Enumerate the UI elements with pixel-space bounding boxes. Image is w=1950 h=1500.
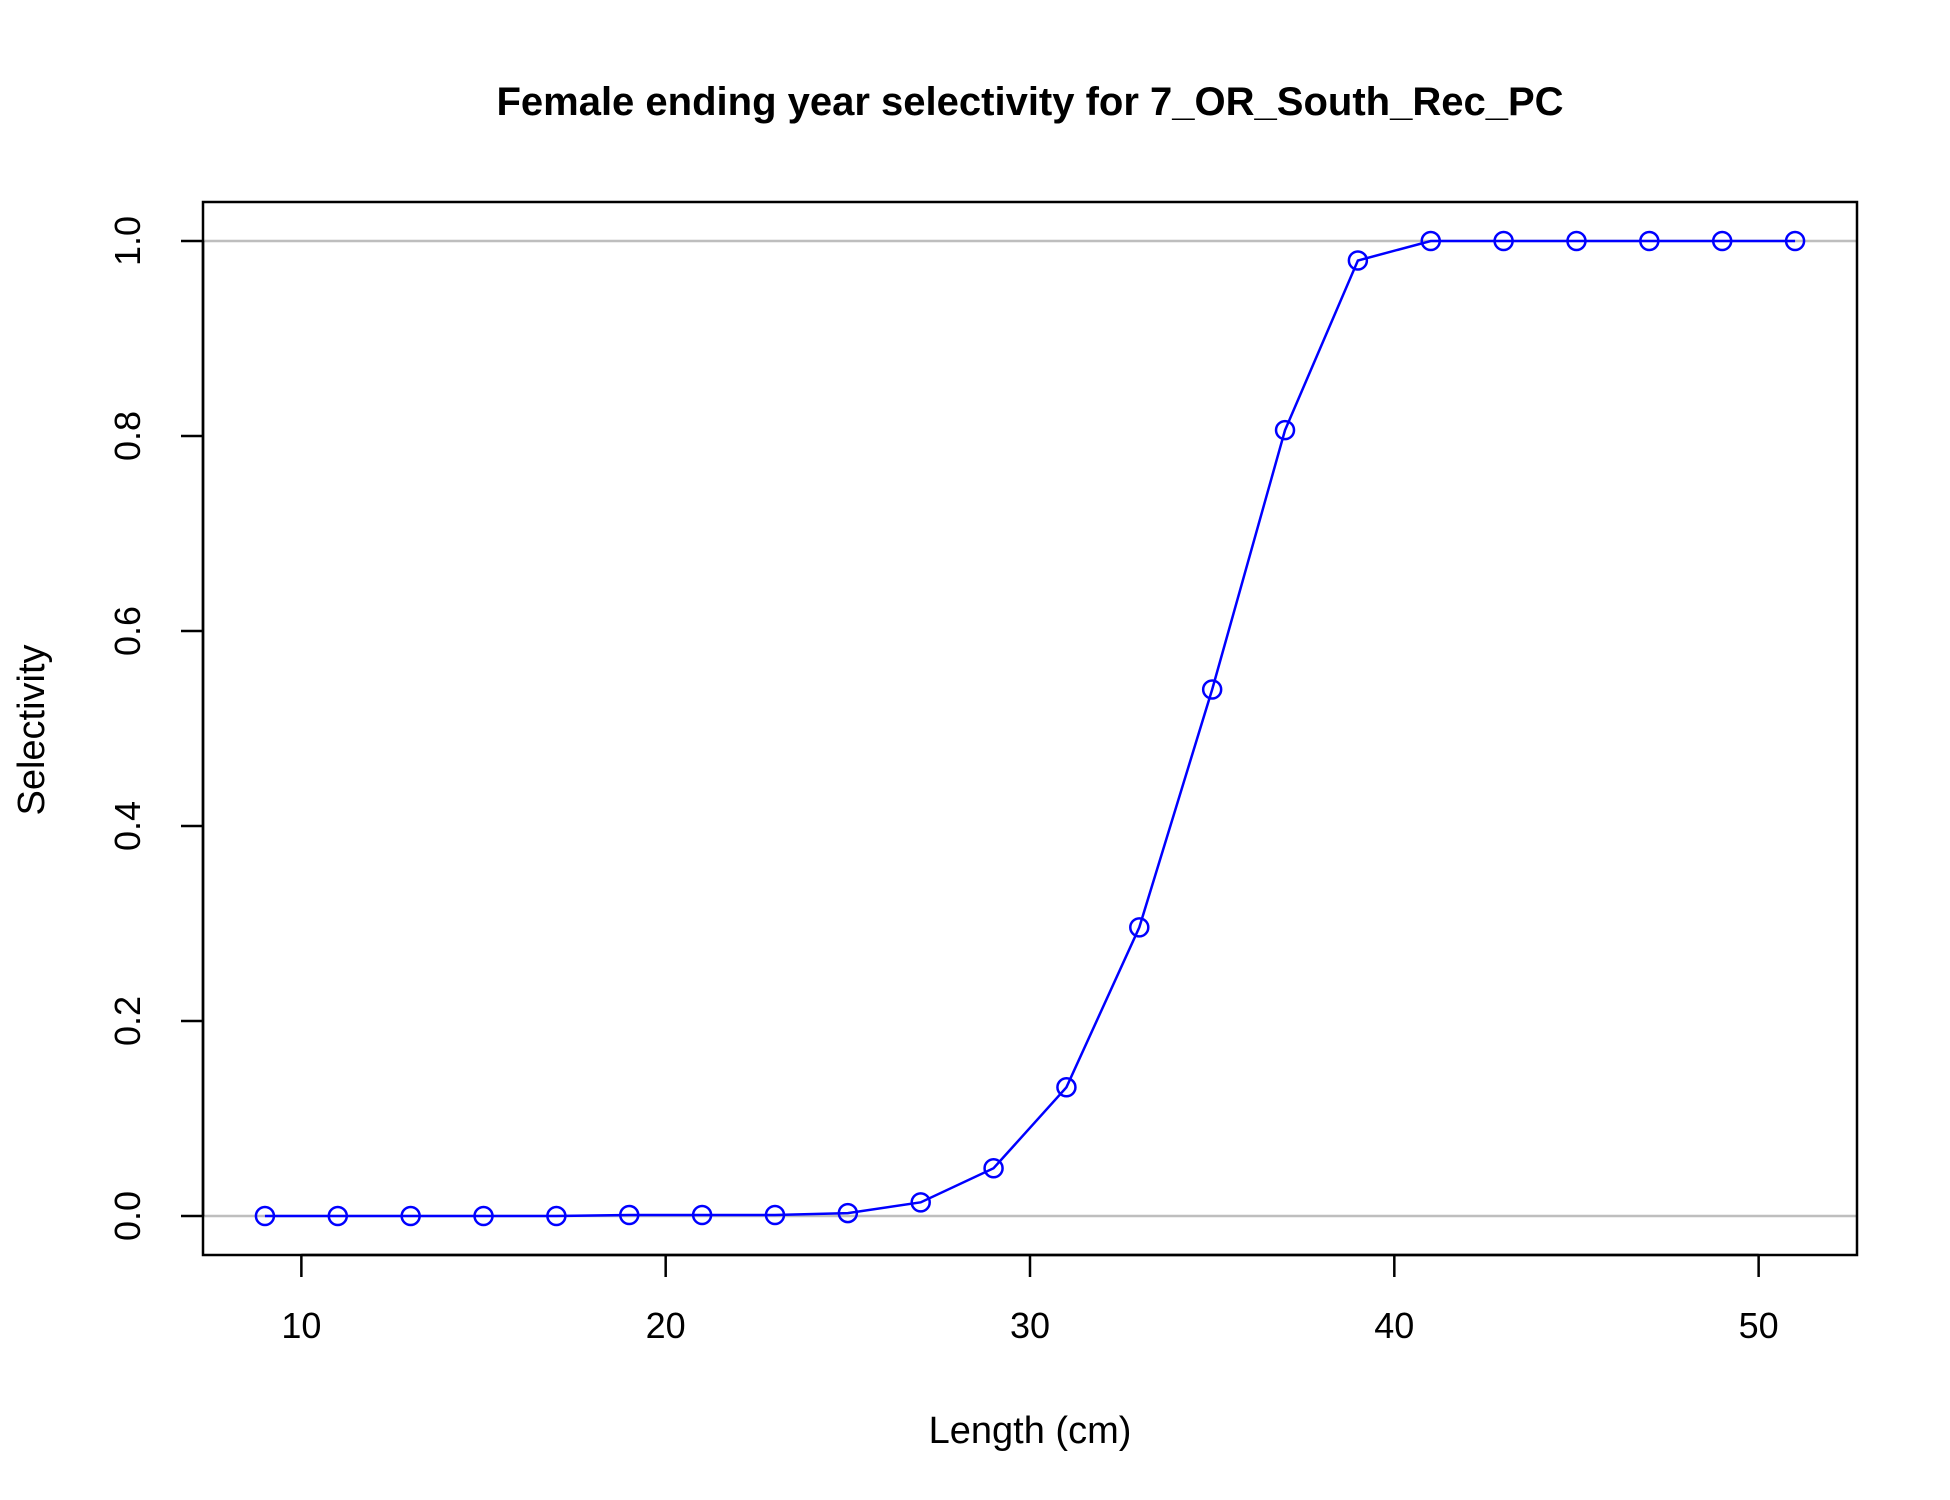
data-point bbox=[254, 1205, 276, 1227]
y-tick-label: 0.8 bbox=[107, 411, 148, 461]
x-tick-label: 20 bbox=[646, 1305, 686, 1346]
y-tick-label: 0.0 bbox=[107, 1191, 148, 1241]
data-point bbox=[837, 1202, 859, 1224]
data-point bbox=[1129, 917, 1150, 938]
data-point bbox=[983, 1157, 1004, 1179]
x-tick-label: 30 bbox=[1010, 1305, 1050, 1346]
y-tick-label: 1.0 bbox=[107, 216, 148, 266]
series-line bbox=[264, 239, 1796, 1218]
y-axis: 0.0 0.2 0.4 0.6 0.8 1.0 bbox=[107, 216, 205, 1241]
y-axis-label: Selectivity bbox=[11, 644, 53, 815]
data-point bbox=[327, 1205, 349, 1227]
data-point bbox=[1420, 230, 1441, 252]
data-point bbox=[400, 1205, 421, 1227]
data-point bbox=[910, 1192, 931, 1213]
data-point bbox=[1493, 230, 1514, 252]
data-point bbox=[1347, 250, 1369, 271]
data-point bbox=[1784, 230, 1806, 252]
data-point bbox=[1711, 230, 1733, 252]
x-tick-label: 50 bbox=[1739, 1305, 1779, 1346]
data-point bbox=[1274, 419, 1296, 441]
x-axis-label: Length (cm) bbox=[929, 1410, 1132, 1452]
data-point bbox=[619, 1204, 640, 1226]
plot-frame bbox=[201, 200, 1859, 1257]
x-tick-label: 40 bbox=[1374, 1305, 1414, 1346]
y-tick-label: 0.6 bbox=[107, 606, 148, 656]
series-line-group bbox=[254, 230, 1806, 1227]
data-point bbox=[1056, 1077, 1077, 1098]
y-tick-label: 0.4 bbox=[107, 801, 148, 851]
data-point bbox=[764, 1204, 786, 1226]
x-tick-label: 10 bbox=[281, 1305, 321, 1346]
chart-title: Female ending year selectivity for 7_OR_… bbox=[496, 80, 1563, 124]
x-axis: 10 20 30 40 50 bbox=[281, 1253, 1779, 1346]
data-point bbox=[1201, 679, 1223, 700]
data-point bbox=[691, 1204, 713, 1226]
data-point bbox=[473, 1205, 494, 1227]
data-point bbox=[546, 1205, 567, 1227]
data-point bbox=[1566, 230, 1587, 252]
reference-lines bbox=[203, 239, 1857, 1218]
data-point bbox=[1639, 230, 1660, 252]
y-tick-label: 0.2 bbox=[107, 996, 148, 1046]
